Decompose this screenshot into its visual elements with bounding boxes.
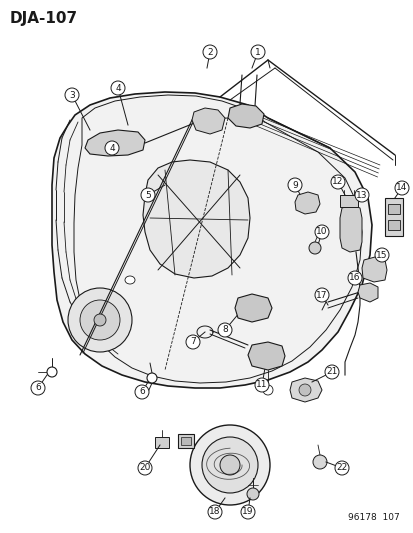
Text: 4: 4 <box>109 143 114 152</box>
Text: 5: 5 <box>145 190 150 199</box>
Circle shape <box>247 488 259 500</box>
Circle shape <box>312 455 326 469</box>
Circle shape <box>141 188 154 202</box>
Text: 10: 10 <box>316 228 327 237</box>
Circle shape <box>314 225 328 239</box>
Bar <box>387 204 399 214</box>
Circle shape <box>138 461 152 475</box>
Bar <box>178 434 194 448</box>
Circle shape <box>218 323 231 337</box>
Polygon shape <box>357 283 377 302</box>
Text: 12: 12 <box>332 177 343 187</box>
Circle shape <box>147 373 157 383</box>
Circle shape <box>240 505 254 519</box>
Text: 15: 15 <box>375 251 387 260</box>
Text: 22: 22 <box>335 464 347 472</box>
Bar <box>387 220 399 230</box>
Circle shape <box>314 288 328 302</box>
Text: 8: 8 <box>222 326 227 335</box>
Circle shape <box>207 505 221 519</box>
Polygon shape <box>142 160 249 278</box>
Circle shape <box>262 385 272 395</box>
Circle shape <box>135 385 149 399</box>
Text: 11: 11 <box>256 381 267 390</box>
Circle shape <box>330 175 344 189</box>
Circle shape <box>219 455 240 475</box>
Circle shape <box>202 437 257 493</box>
Text: 18: 18 <box>209 507 220 516</box>
Circle shape <box>287 178 301 192</box>
Text: 16: 16 <box>349 273 360 282</box>
Text: 14: 14 <box>395 183 407 192</box>
Text: 17: 17 <box>316 290 327 300</box>
Polygon shape <box>52 92 371 388</box>
Text: 2: 2 <box>206 47 212 56</box>
Text: 96178  107: 96178 107 <box>347 513 399 522</box>
Polygon shape <box>361 257 386 282</box>
Circle shape <box>68 288 132 352</box>
Polygon shape <box>192 108 224 134</box>
Polygon shape <box>294 192 319 214</box>
Circle shape <box>185 335 199 349</box>
Circle shape <box>354 188 368 202</box>
Circle shape <box>65 88 79 102</box>
Circle shape <box>47 367 57 377</box>
Circle shape <box>250 45 264 59</box>
Bar <box>180 437 190 445</box>
Circle shape <box>254 378 268 392</box>
Circle shape <box>347 271 361 285</box>
Text: 9: 9 <box>292 181 297 190</box>
Text: 21: 21 <box>325 367 337 376</box>
Polygon shape <box>339 205 361 252</box>
Polygon shape <box>289 378 321 402</box>
Polygon shape <box>228 104 263 128</box>
Circle shape <box>308 242 320 254</box>
Circle shape <box>31 381 45 395</box>
Text: 19: 19 <box>242 507 253 516</box>
Circle shape <box>334 461 348 475</box>
Text: 4: 4 <box>115 84 121 93</box>
Circle shape <box>190 425 269 505</box>
Polygon shape <box>247 342 284 370</box>
Text: 1: 1 <box>254 47 260 56</box>
Ellipse shape <box>125 276 135 284</box>
Text: 3: 3 <box>69 91 75 100</box>
Circle shape <box>324 365 338 379</box>
Circle shape <box>394 181 408 195</box>
Circle shape <box>374 248 388 262</box>
Text: 6: 6 <box>35 384 41 392</box>
Text: DJA-107: DJA-107 <box>10 11 78 26</box>
Text: 13: 13 <box>356 190 367 199</box>
Circle shape <box>111 81 125 95</box>
Polygon shape <box>235 294 271 322</box>
Text: 6: 6 <box>139 387 145 397</box>
Circle shape <box>80 300 120 340</box>
Circle shape <box>94 314 106 326</box>
Text: 7: 7 <box>190 337 195 346</box>
Bar <box>339 195 357 207</box>
Circle shape <box>202 45 216 59</box>
Polygon shape <box>85 130 145 156</box>
Circle shape <box>298 384 310 396</box>
Bar <box>154 437 169 448</box>
Text: 20: 20 <box>139 464 150 472</box>
Circle shape <box>105 141 119 155</box>
Bar <box>384 198 402 236</box>
